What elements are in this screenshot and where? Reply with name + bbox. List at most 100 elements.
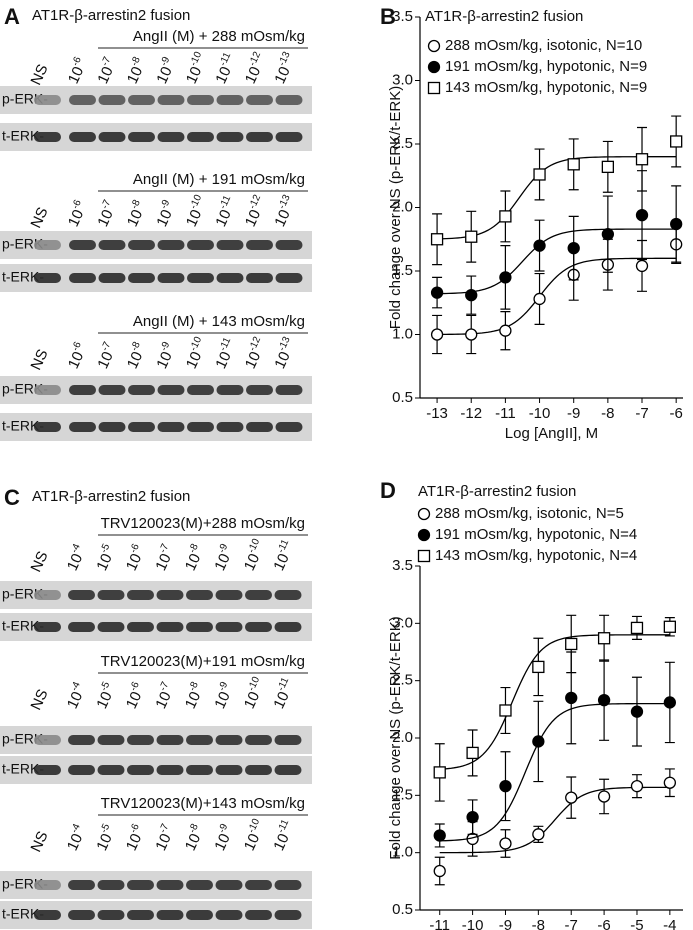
legend-label: 288 mOsm/kg, isotonic, N=10 — [445, 37, 642, 54]
y-tick-label: 2.0 — [392, 198, 413, 215]
y-tick-label: 0.5 — [392, 389, 413, 406]
band — [216, 422, 244, 432]
marker — [635, 153, 649, 166]
lane-label: 10-7 — [92, 55, 121, 87]
band — [98, 132, 126, 142]
marker — [565, 791, 578, 804]
fit-curve — [439, 702, 670, 842]
lane-exponent: -12 — [247, 50, 263, 68]
x-tick-label: -7 — [565, 917, 578, 930]
row-label: t-ERK- — [2, 618, 44, 634]
band — [97, 880, 125, 890]
x-tick-label: -6 — [669, 405, 682, 422]
lane-label: 10-6 — [121, 822, 150, 854]
band — [157, 422, 185, 432]
lane-label: 10-8 — [122, 198, 151, 230]
band — [186, 622, 213, 632]
panel-label: C — [4, 485, 20, 510]
lane-base: 10 — [182, 689, 204, 711]
legend-label: 143 mOsm/kg, hypotonic, N=4 — [435, 547, 637, 564]
lane-base: 10 — [124, 349, 146, 371]
lane-label: 10-7 — [92, 340, 121, 372]
band — [156, 910, 184, 920]
lane-exponent: -13 — [276, 193, 292, 211]
lane-label: 10-8 — [122, 340, 151, 372]
lane-label: 10-9 — [151, 198, 180, 230]
marker — [601, 228, 615, 241]
band — [215, 910, 243, 920]
band — [187, 385, 214, 395]
band — [127, 735, 154, 745]
blot-title: AT1R-β-arrestin2 fusion — [32, 7, 190, 24]
lane-exponent: -10 — [246, 817, 262, 835]
lane-base: 10 — [183, 207, 205, 229]
marker — [597, 790, 611, 803]
x-tick-label: -12 — [460, 405, 482, 422]
fit-curve — [437, 228, 677, 295]
y-tick-label: 2.5 — [392, 672, 413, 689]
lane-base: 10 — [183, 64, 205, 86]
lane-base: 10 — [153, 349, 175, 371]
band — [157, 273, 185, 283]
lane-label: 10-8 — [180, 542, 209, 574]
lane-base: 10 — [93, 689, 115, 711]
lane-base: 10 — [94, 64, 116, 86]
lane-base: 10 — [211, 551, 233, 573]
y-tick-label: 1.0 — [392, 325, 413, 342]
band — [97, 765, 125, 775]
band — [69, 273, 96, 283]
band — [157, 132, 185, 142]
band — [157, 95, 185, 105]
band — [186, 880, 213, 890]
lane-label: 10-10 — [239, 537, 270, 574]
band — [245, 590, 272, 600]
x-tick-label: -11 — [495, 405, 516, 422]
band — [128, 240, 155, 250]
treatment-label: AngII (M) + 288 mOsm/kg — [133, 28, 305, 45]
marker — [533, 239, 546, 252]
marker — [532, 660, 545, 674]
row-label: t-ERK- — [2, 906, 44, 922]
band — [127, 880, 154, 890]
lane-base: 10 — [212, 207, 234, 229]
band — [69, 240, 96, 250]
x-tick-label: -13 — [426, 405, 448, 422]
band — [245, 735, 272, 745]
row-label: t-ERK- — [2, 128, 44, 144]
lane-label: 10-8 — [122, 55, 151, 87]
band — [215, 735, 243, 745]
marker — [430, 233, 444, 246]
band — [97, 590, 125, 600]
band — [34, 880, 61, 890]
band — [186, 765, 213, 775]
lane-label: 10-6 — [63, 198, 92, 230]
lane-base: 10 — [270, 831, 292, 853]
marker — [533, 292, 546, 306]
legend-label: 143 mOsm/kg, hypotonic, N=9 — [445, 79, 647, 96]
marker — [499, 271, 512, 284]
lane-exponent: -12 — [247, 335, 263, 353]
lane-base: 10 — [64, 551, 86, 573]
band — [128, 95, 155, 105]
control-label: NS — [27, 549, 51, 575]
lane-exponent: -11 — [275, 675, 291, 692]
lane-base: 10 — [271, 207, 293, 229]
lane-base: 10 — [270, 689, 292, 711]
band — [245, 880, 272, 890]
control-label: NS — [27, 205, 51, 231]
lane-base: 10 — [182, 551, 204, 573]
marker — [417, 528, 431, 542]
lane-base: 10 — [242, 207, 264, 229]
lane-base: 10 — [183, 349, 205, 371]
band — [156, 590, 184, 600]
lane-label: 10-8 — [180, 822, 209, 854]
lane-exponent: -10 — [188, 335, 204, 353]
marker — [466, 746, 479, 760]
panel-label: B — [380, 4, 396, 29]
band — [69, 132, 96, 142]
control-label: NS — [27, 829, 51, 855]
band — [215, 590, 243, 600]
lane-label: 10-11 — [210, 50, 241, 86]
lane-exponent: -11 — [217, 50, 233, 67]
